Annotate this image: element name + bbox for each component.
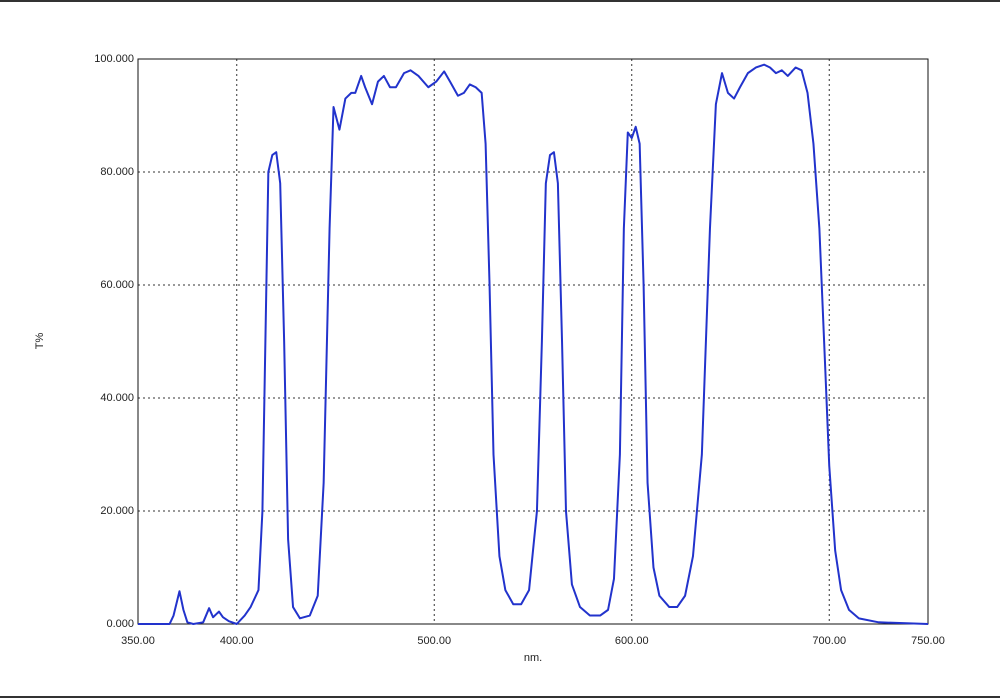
y-tick-label: 20.000 [100, 505, 134, 517]
x-tick-label: 600.00 [615, 635, 649, 647]
top-border [0, 0, 1000, 2]
y-tick-label: 40.000 [100, 392, 134, 404]
plot-frame [137, 58, 929, 625]
y-axis-label: T% [34, 333, 46, 350]
x-tick-label: 700.00 [812, 635, 846, 647]
bottom-border [0, 696, 1000, 698]
y-tick-label: 60.000 [100, 279, 134, 291]
y-tick-label: 0.000 [106, 618, 134, 630]
x-tick-label: 350.00 [121, 635, 155, 647]
x-tick-label: 500.00 [417, 635, 451, 647]
spectrum-line [138, 63, 929, 625]
x-tick-label: 400.00 [220, 635, 254, 647]
x-axis-label: nm. [524, 652, 542, 664]
x-tick-label: 750.00 [911, 635, 945, 647]
y-tick-label: 100.000 [94, 53, 134, 65]
y-tick-label: 80.000 [100, 166, 134, 178]
